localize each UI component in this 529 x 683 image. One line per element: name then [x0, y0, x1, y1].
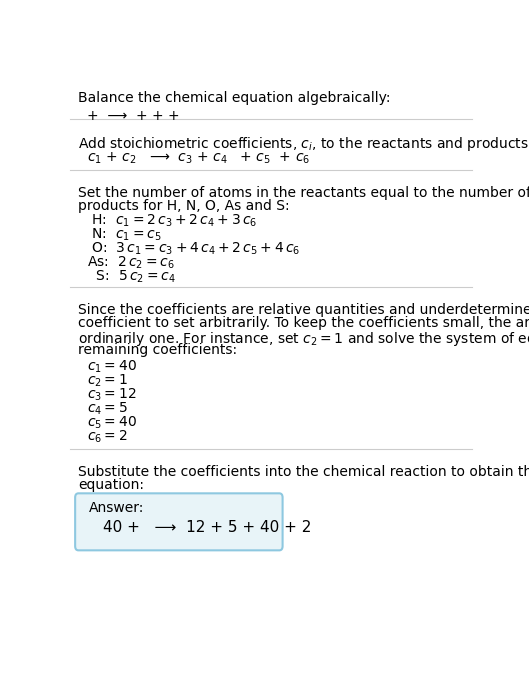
Text: As:  $2\,c_2 = c_6$: As: $2\,c_2 = c_6$	[87, 255, 174, 271]
Text: coefficient to set arbitrarily. To keep the coefficients small, the arbitrary va: coefficient to set arbitrarily. To keep …	[78, 316, 529, 331]
Text: +  ⟶  + + +: + ⟶ + + +	[87, 109, 179, 123]
Text: $c_1$ + $c_2$   ⟶  $c_3$ + $c_4$   + $c_5$  + $c_6$: $c_1$ + $c_2$ ⟶ $c_3$ + $c_4$ + $c_5$ + …	[87, 151, 310, 167]
FancyBboxPatch shape	[75, 493, 282, 550]
Text: $c_6 = 2$: $c_6 = 2$	[87, 428, 127, 445]
Text: Substitute the coefficients into the chemical reaction to obtain the balanced: Substitute the coefficients into the che…	[78, 465, 529, 479]
Text: equation:: equation:	[78, 479, 144, 492]
Text: 40 +   ⟶  12 + 5 + 40 + 2: 40 + ⟶ 12 + 5 + 40 + 2	[103, 520, 312, 535]
Text: O:  $3\,c_1 = c_3 + 4\,c_4 + 2\,c_5 + 4\,c_6$: O: $3\,c_1 = c_3 + 4\,c_4 + 2\,c_5 + 4\,…	[87, 240, 300, 257]
Text: N:  $c_1 = c_5$: N: $c_1 = c_5$	[87, 227, 161, 243]
Text: remaining coefficients:: remaining coefficients:	[78, 343, 238, 357]
Text: H:  $c_1 = 2\,c_3 + 2\,c_4 + 3\,c_6$: H: $c_1 = 2\,c_3 + 2\,c_4 + 3\,c_6$	[87, 213, 257, 229]
Text: $c_1 = 40$: $c_1 = 40$	[87, 359, 136, 375]
Text: Add stoichiometric coefficients, $c_i$, to the reactants and products:: Add stoichiometric coefficients, $c_i$, …	[78, 135, 529, 154]
Text: Answer:: Answer:	[89, 501, 144, 515]
Text: products for H, N, O, As and S:: products for H, N, O, As and S:	[78, 199, 290, 213]
Text: $c_3 = 12$: $c_3 = 12$	[87, 387, 136, 403]
Text: Since the coefficients are relative quantities and underdetermined, choose a: Since the coefficients are relative quan…	[78, 303, 529, 317]
Text: Balance the chemical equation algebraically:: Balance the chemical equation algebraica…	[78, 92, 391, 105]
Text: S:  $5\,c_2 = c_4$: S: $5\,c_2 = c_4$	[87, 268, 175, 285]
Text: $c_4 = 5$: $c_4 = 5$	[87, 400, 127, 417]
Text: ordinarily one. For instance, set $c_2 = 1$ and solve the system of equations fo: ordinarily one. For instance, set $c_2 =…	[78, 330, 529, 348]
Text: $c_2 = 1$: $c_2 = 1$	[87, 373, 127, 389]
Text: $c_5 = 40$: $c_5 = 40$	[87, 414, 136, 430]
Text: Set the number of atoms in the reactants equal to the number of atoms in the: Set the number of atoms in the reactants…	[78, 186, 529, 199]
